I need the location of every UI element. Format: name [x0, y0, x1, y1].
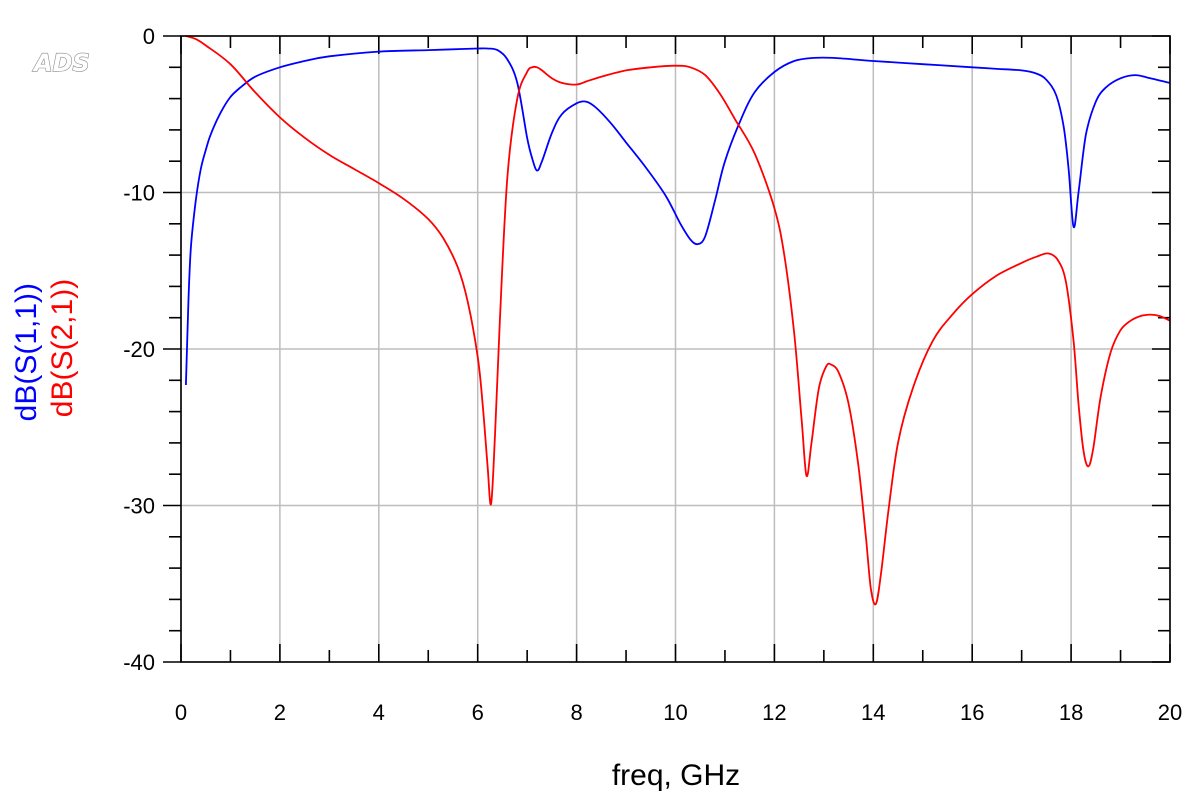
y-tick-label: -40 — [123, 650, 155, 675]
x-tick-label: 10 — [663, 700, 687, 725]
x-tick-label: 8 — [570, 700, 582, 725]
grid — [180, 35, 1171, 663]
y-axis-title-s11: dB(S(1,1)) — [10, 283, 43, 421]
x-tick-label: 0 — [175, 700, 187, 725]
ads-logo: ADS — [32, 49, 90, 77]
plot-frame — [180, 35, 1171, 663]
minor-ticks — [163, 35, 1171, 663]
series-line-s21 — [185, 35, 1171, 606]
y-tick-label: -20 — [123, 337, 155, 362]
x-tick-label: 12 — [762, 700, 786, 725]
y-tick-labels: 0 -10 -20 -30 -40 — [123, 24, 155, 675]
x-tick-label: 14 — [861, 700, 885, 725]
y-tick-label: 0 — [143, 24, 155, 49]
x-tick-labels: 0 2 4 6 8 10 12 14 16 18 20 — [175, 700, 1182, 725]
x-tick-label: 20 — [1158, 700, 1182, 725]
x-axis-title: freq, GHz — [612, 759, 740, 792]
x-tick-label: 16 — [960, 700, 984, 725]
y-tick-label: -30 — [123, 494, 155, 519]
series-group — [185, 35, 1171, 606]
x-tick-label: 18 — [1059, 700, 1083, 725]
series-line-s11 — [185, 47, 1171, 386]
y-tick-label: -10 — [123, 181, 155, 206]
y-axis-title: dB(S(1,1)) dB(S(2,1)) — [10, 275, 79, 422]
x-tick-label: 6 — [472, 700, 484, 725]
x-tick-label: 4 — [373, 700, 385, 725]
x-tick-label: 2 — [274, 700, 286, 725]
y-axis-title-s21: dB(S(2,1)) — [46, 279, 79, 417]
